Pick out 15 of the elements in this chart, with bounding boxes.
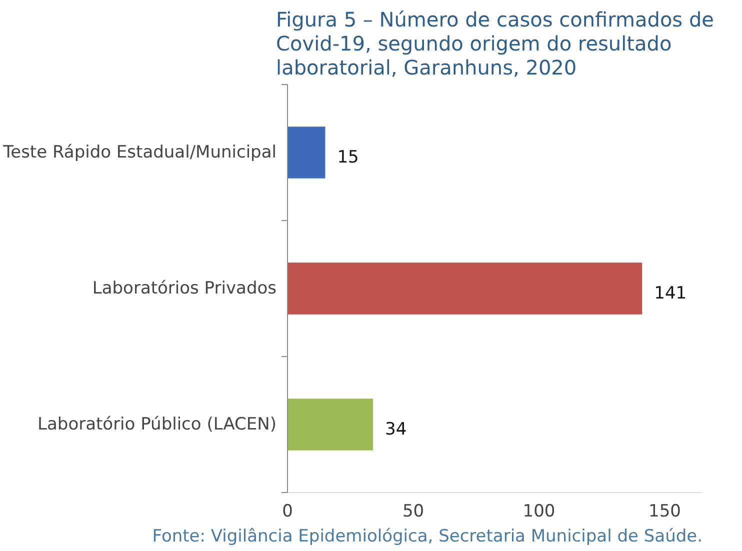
y-tick-label: Teste Rápido Estadual/Municipal — [2, 142, 277, 162]
data-label: 15 — [337, 148, 359, 168]
source-note: Fonte: Vigilância Epidemiológica, Secretaria Municipal de Saúde. — [152, 526, 703, 546]
bar — [288, 398, 374, 450]
bar — [288, 126, 326, 178]
y-tick-label: Laboratório Público (LACEN) — [38, 414, 277, 434]
x-tick-label: 50 — [402, 502, 424, 522]
x-tick-label: 150 — [648, 502, 681, 522]
x-tick-label: 0 — [282, 502, 293, 522]
chart-title: Figura 5 – Número de casos confirmados de Covid-19, segundo origem do resultado laboratorial, Garanhuns, 2020 — [276, 8, 714, 80]
x-tick-label: 100 — [522, 502, 556, 522]
data-label: 141 — [654, 284, 687, 304]
bar — [288, 262, 642, 314]
y-tick-label: Laboratórios Privados — [92, 278, 277, 298]
data-label: 34 — [385, 420, 407, 440]
